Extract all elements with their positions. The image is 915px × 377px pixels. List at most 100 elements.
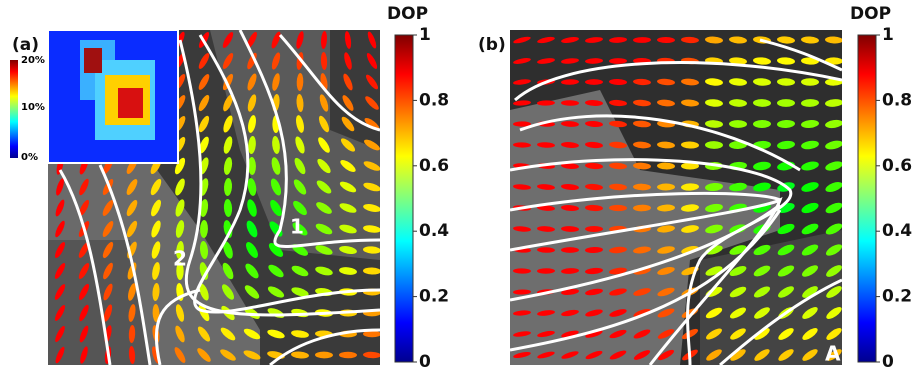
polarization-ellipse (826, 349, 842, 361)
polarization-ellipse (151, 241, 161, 259)
polarization-ellipse (633, 99, 651, 107)
polarization-ellipse (801, 223, 819, 235)
polarization-ellipse (296, 94, 304, 112)
polarization-ellipse (513, 36, 531, 44)
polarization-ellipse (55, 220, 65, 238)
polarization-ellipse (245, 263, 259, 279)
polarization-ellipse (561, 226, 579, 232)
polarization-ellipse (223, 136, 233, 154)
polarization-ellipse (657, 267, 675, 275)
polarization-ellipse (223, 157, 233, 175)
polarization-ellipse (55, 346, 65, 364)
streamlines-a (58, 30, 380, 365)
polarization-ellipse (609, 183, 627, 191)
polarization-ellipse (705, 141, 723, 149)
polarization-ellipse (197, 326, 211, 342)
polarization-ellipse (705, 36, 723, 44)
polarization-ellipse (291, 330, 309, 338)
polarization-ellipse (537, 58, 555, 64)
polarization-ellipse (267, 329, 285, 339)
polarization-ellipse (340, 160, 356, 172)
polarization-ellipse (633, 37, 651, 43)
polarization-ellipse (513, 79, 531, 85)
polarization-ellipse (730, 328, 746, 340)
polarization-ellipse (753, 244, 771, 256)
polarization-ellipse (513, 100, 531, 106)
inset-tick: 20% (21, 55, 45, 66)
polarization-ellipse (657, 349, 675, 361)
polarization-ellipse (825, 161, 842, 171)
polarization-ellipse (54, 284, 66, 300)
polarization-ellipse (609, 329, 627, 339)
colorbar-tick-label: 0 (882, 352, 894, 372)
polarization-ellipse (777, 265, 795, 277)
polarization-ellipse (633, 141, 651, 149)
polarization-ellipse (271, 31, 281, 49)
polarization-ellipse (801, 119, 819, 129)
polarization-ellipse (174, 347, 186, 363)
polarization-ellipse (267, 286, 285, 298)
polarization-ellipse (633, 246, 651, 254)
polarization-ellipse (199, 136, 209, 154)
polarization-ellipse (561, 330, 579, 338)
polarization-ellipse (537, 310, 555, 316)
polarization-ellipse (825, 182, 842, 192)
polarization-ellipse (826, 265, 842, 277)
polarization-ellipse (198, 94, 210, 112)
polarization-ellipse (802, 307, 818, 319)
polarization-ellipse (729, 286, 747, 298)
polarization-ellipse (513, 331, 531, 337)
polarization-ellipse (79, 178, 89, 196)
polarization-ellipse (657, 78, 675, 86)
polarization-ellipse (729, 57, 747, 65)
polarization-ellipse (633, 78, 651, 86)
polarization-ellipse (55, 325, 65, 343)
polarization-ellipse (222, 262, 234, 280)
polarization-ellipse (293, 200, 307, 216)
polarization-ellipse (126, 220, 138, 238)
polarization-ellipse (175, 178, 185, 196)
polarization-ellipse (363, 267, 380, 275)
polarization-ellipse (609, 267, 627, 275)
colorbar-tick-label: 1 (419, 25, 431, 45)
polarization-ellipse (730, 349, 746, 361)
annotation: 1 (290, 215, 304, 239)
polarization-ellipse (339, 351, 357, 359)
polarization-ellipse (633, 288, 651, 296)
polarization-ellipse (128, 346, 136, 364)
polarization-ellipse (320, 52, 328, 70)
polarization-ellipse (199, 199, 209, 217)
polarization-ellipse (537, 184, 555, 190)
polarization-ellipse (344, 52, 352, 70)
polarization-ellipse (343, 73, 353, 91)
polarization-ellipse (270, 178, 282, 196)
polarization-ellipse (272, 73, 280, 91)
polarization-ellipse (633, 350, 651, 360)
polarization-ellipse (706, 328, 722, 340)
polarization-ellipse (585, 225, 603, 233)
polarization-ellipse (270, 199, 282, 217)
polarization-ellipse (537, 330, 555, 338)
polarization-ellipse (513, 142, 531, 148)
polarization-ellipse (705, 224, 723, 234)
polarization-ellipse (705, 182, 723, 192)
polarization-ellipse (585, 162, 603, 170)
polarization-ellipse (657, 141, 675, 149)
polarization-ellipse (825, 202, 842, 214)
polarization-ellipse (223, 115, 233, 133)
polarization-ellipse (657, 246, 675, 254)
polarization-ellipse (247, 73, 257, 91)
polarization-ellipse (342, 95, 354, 111)
polarization-ellipse (801, 161, 819, 171)
polarization-ellipse (754, 307, 770, 319)
polarization-ellipse (705, 203, 723, 213)
polarization-ellipse (366, 74, 378, 90)
polarization-ellipse (633, 183, 651, 191)
polarization-ellipse (609, 58, 627, 64)
polarization-ellipse (633, 204, 651, 212)
panel-label: (b) (478, 35, 506, 55)
polarization-ellipse (561, 37, 579, 43)
polarization-ellipse (825, 99, 842, 107)
polarization-ellipse (585, 183, 603, 191)
polarization-ellipse (339, 203, 357, 213)
